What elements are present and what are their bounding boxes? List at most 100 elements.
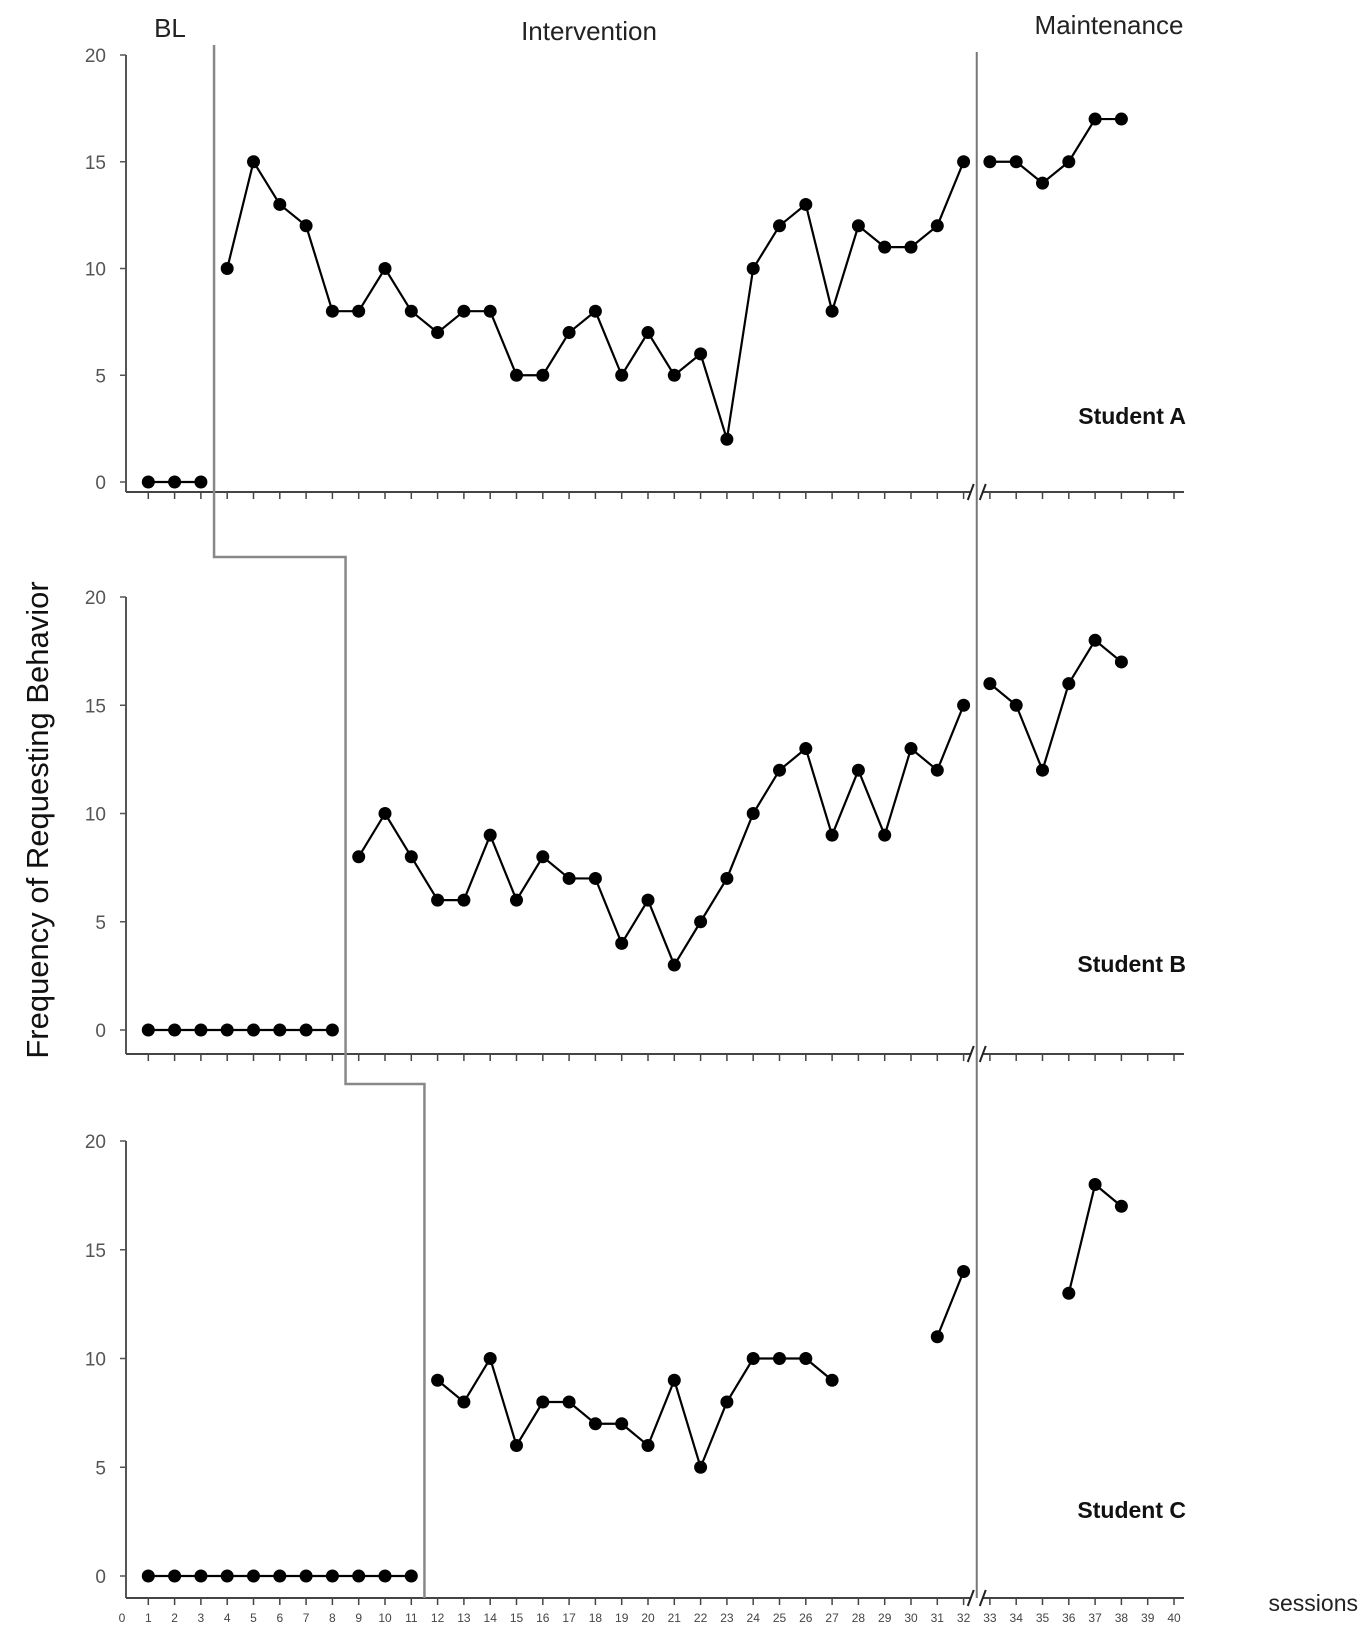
data-point — [352, 850, 366, 864]
data-point — [457, 893, 471, 907]
data-point — [641, 893, 655, 907]
data-point — [720, 432, 734, 446]
data-point — [378, 1569, 392, 1583]
series-line — [989, 117, 1122, 185]
data-point — [431, 893, 445, 907]
series-line — [989, 638, 1123, 774]
data-point — [562, 871, 576, 885]
y-tick-label: 10 — [85, 1350, 106, 1371]
y-tick-label: 20 — [85, 46, 106, 67]
data-point — [799, 197, 813, 211]
data-point — [141, 1023, 155, 1037]
x-tick-label: 24 — [747, 1611, 761, 1625]
data-point — [1114, 112, 1128, 126]
data-point — [1009, 698, 1023, 712]
y-axis-label: Frequency of Requesting Behavior — [20, 581, 55, 1058]
x-tick-label: 1 — [145, 1611, 152, 1625]
data-point — [667, 368, 681, 382]
data-point — [1088, 633, 1102, 647]
y-tick-label: 10 — [85, 805, 106, 826]
y-tick-label: 15 — [85, 153, 106, 174]
data-point — [773, 219, 786, 233]
data-point — [194, 1023, 208, 1037]
data-point — [1062, 155, 1076, 169]
data-point — [536, 1395, 550, 1409]
data-point — [431, 1373, 445, 1387]
data-point — [141, 1569, 155, 1583]
data-point — [667, 1373, 681, 1387]
data-point — [825, 828, 839, 842]
phase-label-baseline: BL — [154, 13, 186, 43]
y-tick-label: 0 — [95, 1021, 106, 1042]
data-point — [1088, 1178, 1102, 1191]
data-point — [325, 1023, 339, 1037]
data-point — [1036, 763, 1049, 777]
phase-change-line-baseline — [212, 45, 426, 1598]
x-axis-label: sessions — [1269, 1590, 1358, 1616]
data-point — [588, 1417, 602, 1431]
data-point — [352, 1569, 366, 1583]
data-point — [720, 1395, 734, 1409]
student-label: Student B — [1077, 951, 1186, 977]
axis-break-mark — [978, 483, 987, 501]
x-tick-label: 3 — [198, 1611, 205, 1625]
data-point — [273, 197, 287, 211]
data-point — [615, 368, 629, 382]
data-point — [1088, 112, 1102, 126]
y-tick-label: 5 — [95, 366, 106, 387]
data-point — [194, 1569, 208, 1583]
data-point — [825, 304, 839, 318]
data-point — [247, 1023, 260, 1037]
y-tick-label: 0 — [95, 1567, 106, 1588]
x-tick-label: 18 — [589, 1611, 603, 1625]
x-tick-label: 15 — [510, 1611, 524, 1625]
data-point — [930, 219, 944, 233]
y-tick-label: 20 — [85, 1132, 106, 1153]
data-point — [457, 304, 471, 318]
y-tick-label: 15 — [85, 1241, 106, 1262]
y-tick-label: 5 — [95, 1458, 106, 1479]
data-point — [1009, 155, 1023, 169]
data-point — [615, 1417, 629, 1431]
data-point — [746, 262, 760, 275]
x-tick-label: 33 — [983, 1611, 997, 1625]
x-tick-label: 31 — [931, 1611, 945, 1625]
data-point — [746, 1352, 760, 1365]
data-point — [483, 1352, 497, 1365]
x-tick-label: 35 — [1036, 1611, 1050, 1625]
x-tick-label: 36 — [1062, 1611, 1076, 1625]
data-point — [1114, 1199, 1128, 1213]
data-point — [483, 828, 497, 842]
data-point — [352, 304, 366, 318]
data-point — [273, 1023, 287, 1037]
data-point — [746, 807, 760, 820]
data-point — [483, 304, 497, 318]
data-point — [930, 1330, 944, 1344]
data-point — [168, 1569, 182, 1583]
y-tick-label: 0 — [95, 473, 106, 494]
series-line — [936, 1271, 965, 1338]
data-point — [220, 1569, 234, 1583]
x-tick-label: 9 — [355, 1611, 362, 1625]
series-line — [226, 158, 965, 440]
x-tick-label: 26 — [799, 1611, 813, 1625]
y-tick-label: 15 — [85, 696, 106, 717]
data-point — [247, 1569, 260, 1583]
x-tick-label: 8 — [329, 1611, 336, 1625]
x-tick-label: 29 — [878, 1611, 892, 1625]
data-point — [220, 1023, 234, 1037]
data-point — [1114, 655, 1128, 669]
data-point — [378, 807, 392, 820]
data-point — [562, 326, 576, 340]
x-tick-label: 4 — [224, 1611, 231, 1625]
phase-label-maintenance: Maintenance — [1035, 10, 1184, 40]
data-point — [404, 304, 418, 318]
x-tick-label: 37 — [1088, 1611, 1102, 1625]
x-tick-label: 7 — [303, 1611, 310, 1625]
data-point — [378, 262, 392, 275]
data-point — [904, 240, 918, 254]
data-point — [957, 698, 971, 712]
data-point — [1036, 176, 1049, 190]
